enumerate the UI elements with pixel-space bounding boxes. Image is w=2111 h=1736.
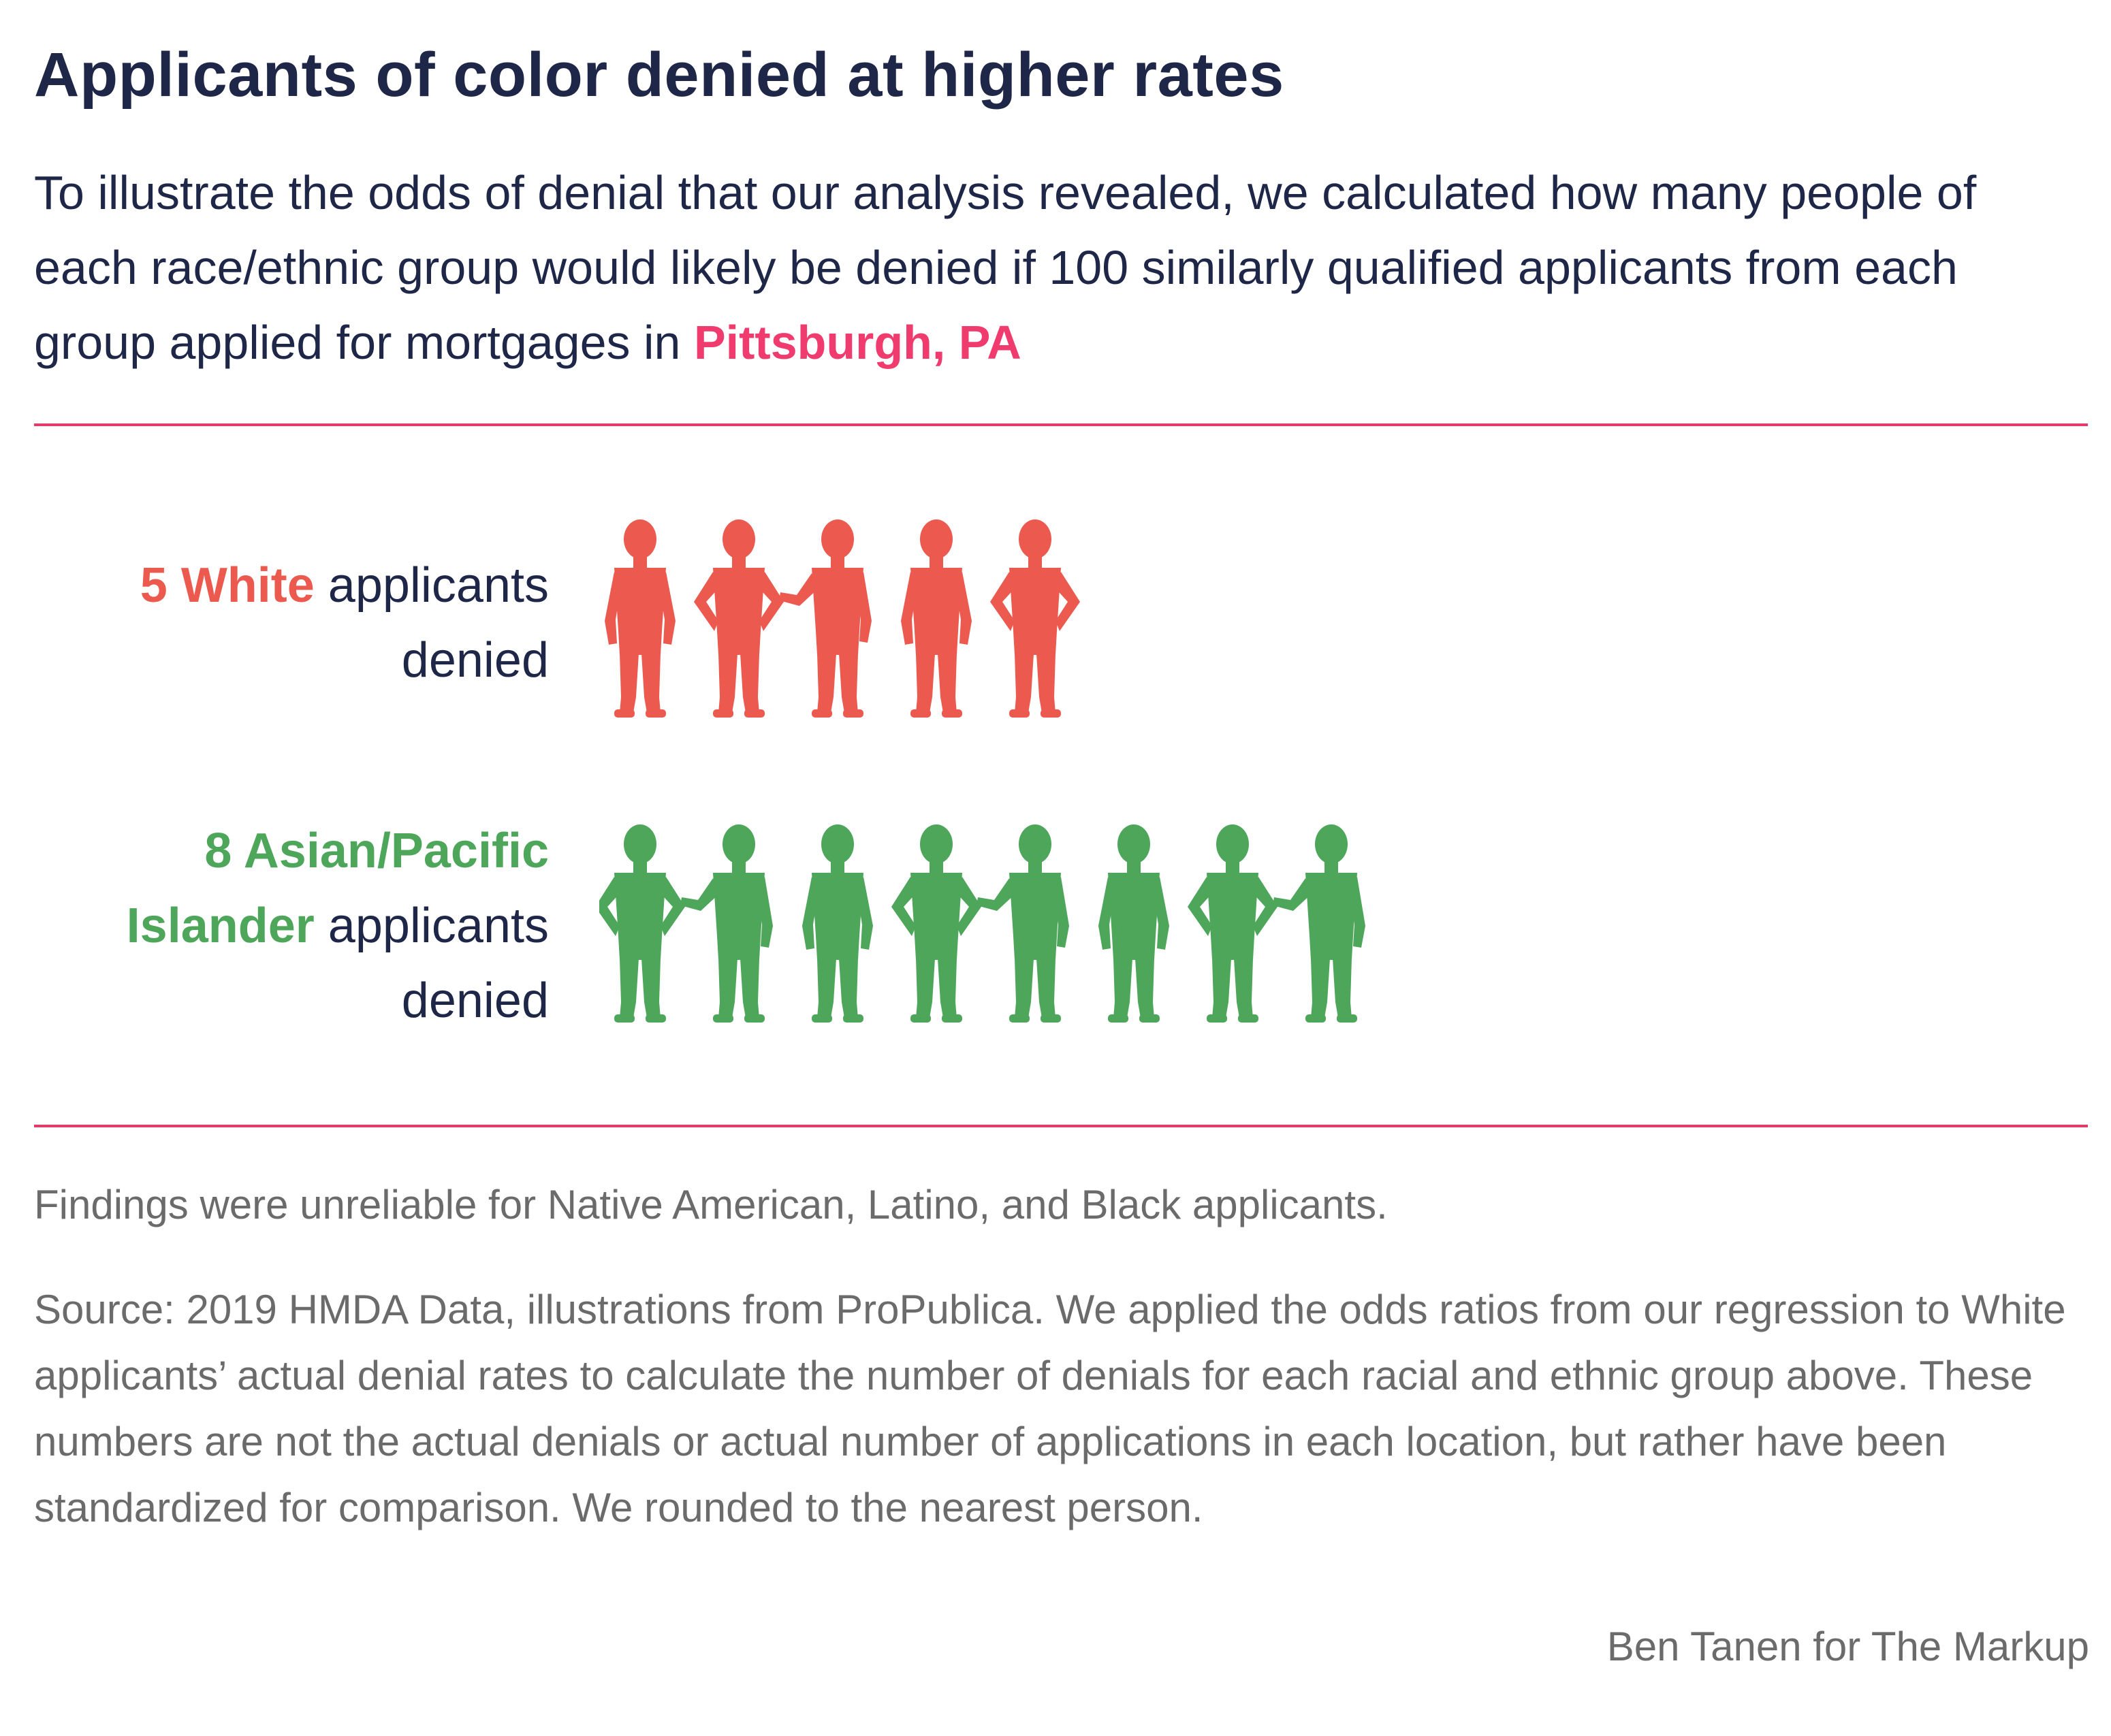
row-label-api-denied: denied xyxy=(401,974,549,1028)
person-icon-white xyxy=(990,519,1080,718)
row-label-white: 5 White applicants denied xyxy=(0,548,549,698)
person-icon-asian-pacific-islander xyxy=(1273,824,1365,1023)
person-icon-asian-pacific-islander xyxy=(1098,824,1169,1023)
person-icon-white xyxy=(901,519,972,718)
person-icon-white xyxy=(779,519,872,718)
group-label-api-line2: Islander xyxy=(126,899,315,953)
bottom-divider xyxy=(34,1125,2088,1127)
chart-subtitle: To illustrate the odds of denial that ou… xyxy=(34,155,2091,380)
person-icon-asian-pacific-islander xyxy=(680,824,773,1023)
person-icon-asian-pacific-islander xyxy=(977,824,1069,1023)
person-icon-asian-pacific-islander xyxy=(891,824,981,1023)
group-label-api-line1: 8 Asian/Pacific xyxy=(204,824,549,878)
row-label-white-denied: denied xyxy=(401,633,549,688)
credit: Ben Tanen for The Markup xyxy=(1606,1624,2089,1669)
pictogram-chart xyxy=(599,519,1365,1023)
top-divider xyxy=(34,423,2088,426)
group-label-white: 5 White xyxy=(140,558,315,613)
row-label-api-rest: applicants xyxy=(314,899,549,953)
source-note: Source: 2019 HMDA Data, illustrations fr… xyxy=(34,1287,2066,1530)
person-icon-asian-pacific-islander xyxy=(599,824,685,1023)
row-label-white-rest: applicants xyxy=(314,558,549,613)
person-icon-white xyxy=(605,519,676,718)
person-icon-asian-pacific-islander xyxy=(1188,824,1277,1023)
person-icon-asian-pacific-islander xyxy=(802,824,873,1023)
chart-title: Applicants of color denied at higher rat… xyxy=(34,40,1284,110)
row-label-api: 8 Asian/Pacific Islander applicants denied xyxy=(0,814,549,1038)
unreliable-note: Findings were unreliable for Native Amer… xyxy=(34,1182,1388,1227)
person-icon-white xyxy=(694,519,784,718)
subtitle-location: Pittsburgh, PA xyxy=(693,316,1021,369)
subtitle-text: To illustrate the odds of denial that ou… xyxy=(34,166,1977,369)
